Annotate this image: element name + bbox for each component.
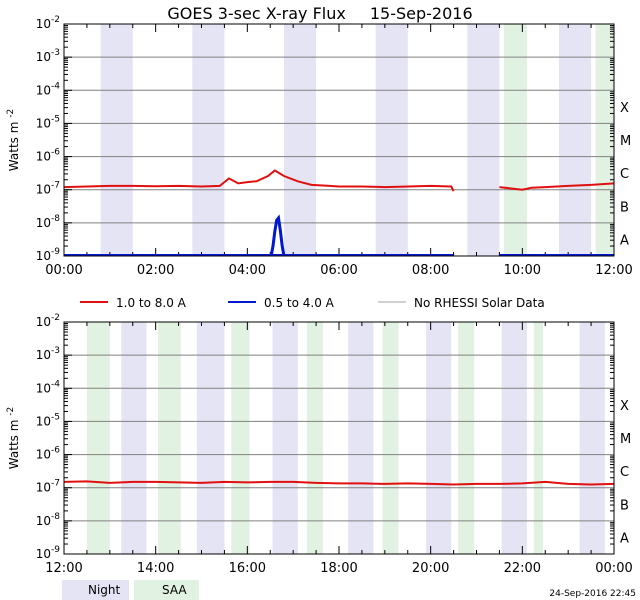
y-tick-label: 10-6 — [36, 446, 61, 462]
chart-title: GOES 3-sec X-ray Flux 15-Sep-2016 — [167, 4, 472, 23]
series-short — [269, 214, 286, 257]
night-band — [559, 24, 592, 256]
x-tick-label: 20:00 — [412, 561, 449, 576]
x-tick-label: 16:00 — [229, 561, 266, 576]
x-tick-label: 14:00 — [137, 561, 174, 576]
y-tick-label: 10-7 — [36, 181, 60, 197]
top-panel: 10-9 10-8 10-7 10-6 10-5 10-4 10-3 10-2 A B C M X 00:… — [6, 15, 633, 278]
y-axis-label: Watts m -2 — [6, 109, 21, 171]
night-band — [121, 322, 147, 554]
y-tick-label: 10-2 — [36, 313, 60, 329]
saa-band — [157, 322, 181, 554]
bottom-panel: 10-9 10-8 10-7 10-6 10-5 10-4 10-3 10-2 A B C M X 12:… — [6, 313, 633, 576]
plot-frame — [63, 23, 615, 257]
night-band — [100, 24, 133, 256]
saa-band — [306, 322, 323, 554]
y-tick-label: 10-4 — [36, 81, 61, 97]
y-tick-label: 10-5 — [36, 412, 60, 428]
flare-class-label: C — [620, 167, 629, 182]
y-tick-label: 10-8 — [36, 214, 61, 230]
generated-timestamp: 24-Sep-2016 22:45 — [549, 589, 636, 599]
x-tick-label: 00:00 — [595, 561, 632, 576]
series-long — [499, 182, 615, 191]
saa-legend-label: SAA — [162, 583, 187, 597]
y-tick-label: 10-7 — [36, 479, 60, 495]
flare-class-label: M — [620, 134, 631, 149]
saa-band — [458, 322, 475, 554]
night-band — [284, 24, 317, 256]
flare-class-label: M — [620, 432, 631, 447]
plot-frame — [63, 321, 615, 555]
x-tick-label: 02:00 — [137, 263, 174, 278]
flare-class-label: A — [620, 233, 629, 248]
x-tick-label: 22:00 — [504, 561, 541, 576]
night-band — [272, 322, 298, 554]
flare-class-label: X — [620, 399, 629, 414]
saa-legend-box — [134, 580, 199, 600]
saa-band — [504, 24, 527, 256]
y-tick-label: 10-4 — [36, 379, 61, 395]
flare-class-label: B — [620, 498, 629, 513]
night-band — [501, 322, 527, 554]
night-legend-label: Night — [88, 583, 121, 597]
x-tick-label: 18:00 — [320, 561, 357, 576]
legend-label-no-rhessi: No RHESSI Solar Data — [414, 296, 545, 310]
saa-band — [533, 322, 543, 554]
flare-class-label: C — [620, 465, 629, 480]
night-band — [375, 24, 408, 256]
night-band — [467, 24, 500, 256]
x-tick-label: 04:00 — [229, 263, 266, 278]
flare-class-label: B — [620, 200, 629, 215]
y-tick-label: 10-3 — [36, 346, 60, 362]
x-tick-label: 00:00 — [45, 263, 82, 278]
night-band — [426, 322, 452, 554]
flare-class-label: X — [620, 101, 629, 116]
series-long — [63, 169, 455, 192]
night-band — [348, 322, 374, 554]
legend-label-short: 0.5 to 4.0 A — [264, 296, 335, 310]
night-band — [196, 322, 225, 554]
y-tick-label: 10-6 — [36, 148, 61, 164]
x-tick-label: 12:00 — [45, 561, 82, 576]
y-tick-label: 10-9 — [36, 545, 61, 561]
night-band — [579, 322, 605, 554]
y-tick-label: 10-3 — [36, 48, 60, 64]
x-tick-label: 08:00 — [412, 263, 449, 278]
saa-band — [231, 322, 250, 554]
flare-class-label: A — [620, 531, 629, 546]
series-long — [63, 480, 615, 486]
night-band — [192, 24, 225, 256]
series-legend: 1.0 to 8.0 A 0.5 to 4.0 A No RHESSI Sola… — [80, 296, 545, 310]
y-tick-label: 10-2 — [36, 15, 60, 31]
saa-band — [595, 24, 614, 256]
saa-band — [86, 322, 110, 554]
x-tick-label: 12:00 — [595, 263, 632, 278]
legend-label-long: 1.0 to 8.0 A — [116, 296, 187, 310]
y-tick-label: 10-8 — [36, 512, 61, 528]
y-axis-label: Watts m -2 — [6, 407, 21, 469]
night-legend-box — [62, 580, 129, 600]
x-tick-label: 06:00 — [320, 263, 357, 278]
y-tick-label: 10-9 — [36, 247, 61, 263]
saa-band — [382, 322, 399, 554]
x-tick-label: 10:00 — [504, 263, 541, 278]
y-tick-label: 10-5 — [36, 114, 60, 130]
